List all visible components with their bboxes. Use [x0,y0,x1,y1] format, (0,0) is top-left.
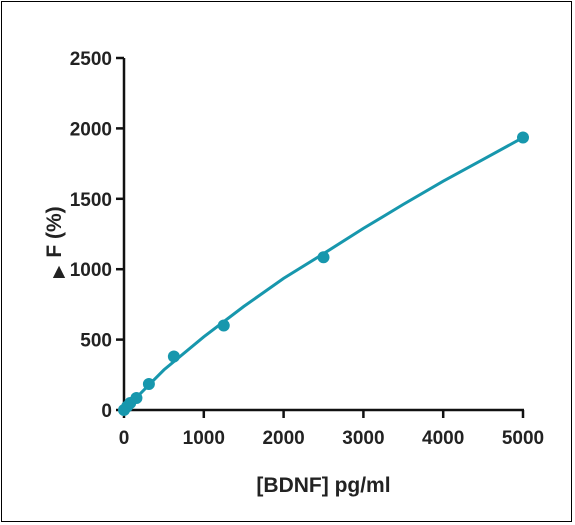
x-tick-label: 5000 [502,428,544,449]
data-point [317,251,330,264]
axes [122,58,524,412]
y-tick-label: 0 [101,401,112,422]
data-point [517,131,529,144]
data-point [217,319,230,332]
x-tick-label: 4000 [422,428,464,449]
y-tick-label: 2000 [70,119,112,140]
y-axis-label-group: ▲ F (%) [43,206,69,283]
y-ticks: 0 500 1000 1500 2000 2500 [70,49,124,422]
data-point [167,350,180,363]
x-tick-label: 2000 [262,428,304,449]
x-ticks: 0 1000 2000 3000 4000 5000 [119,410,544,449]
x-axis-label: [BDNF] pg/ml [256,474,390,497]
y-tick-label: 500 [80,331,112,352]
y-tick-label: 1500 [70,190,112,211]
data-points [118,131,529,416]
x-tick-label: 3000 [342,428,384,449]
data-point [142,377,155,390]
y-tick-label: 2500 [70,49,112,70]
x-tick-label: 0 [119,428,130,449]
y-tick-label: 1000 [70,260,112,281]
fit-curve [122,136,524,412]
y-axis-label-symbol: ▲ [49,260,70,283]
y-axis-label: F (%) [43,206,66,257]
x-tick-label: 1000 [183,428,225,449]
data-point [130,392,143,405]
